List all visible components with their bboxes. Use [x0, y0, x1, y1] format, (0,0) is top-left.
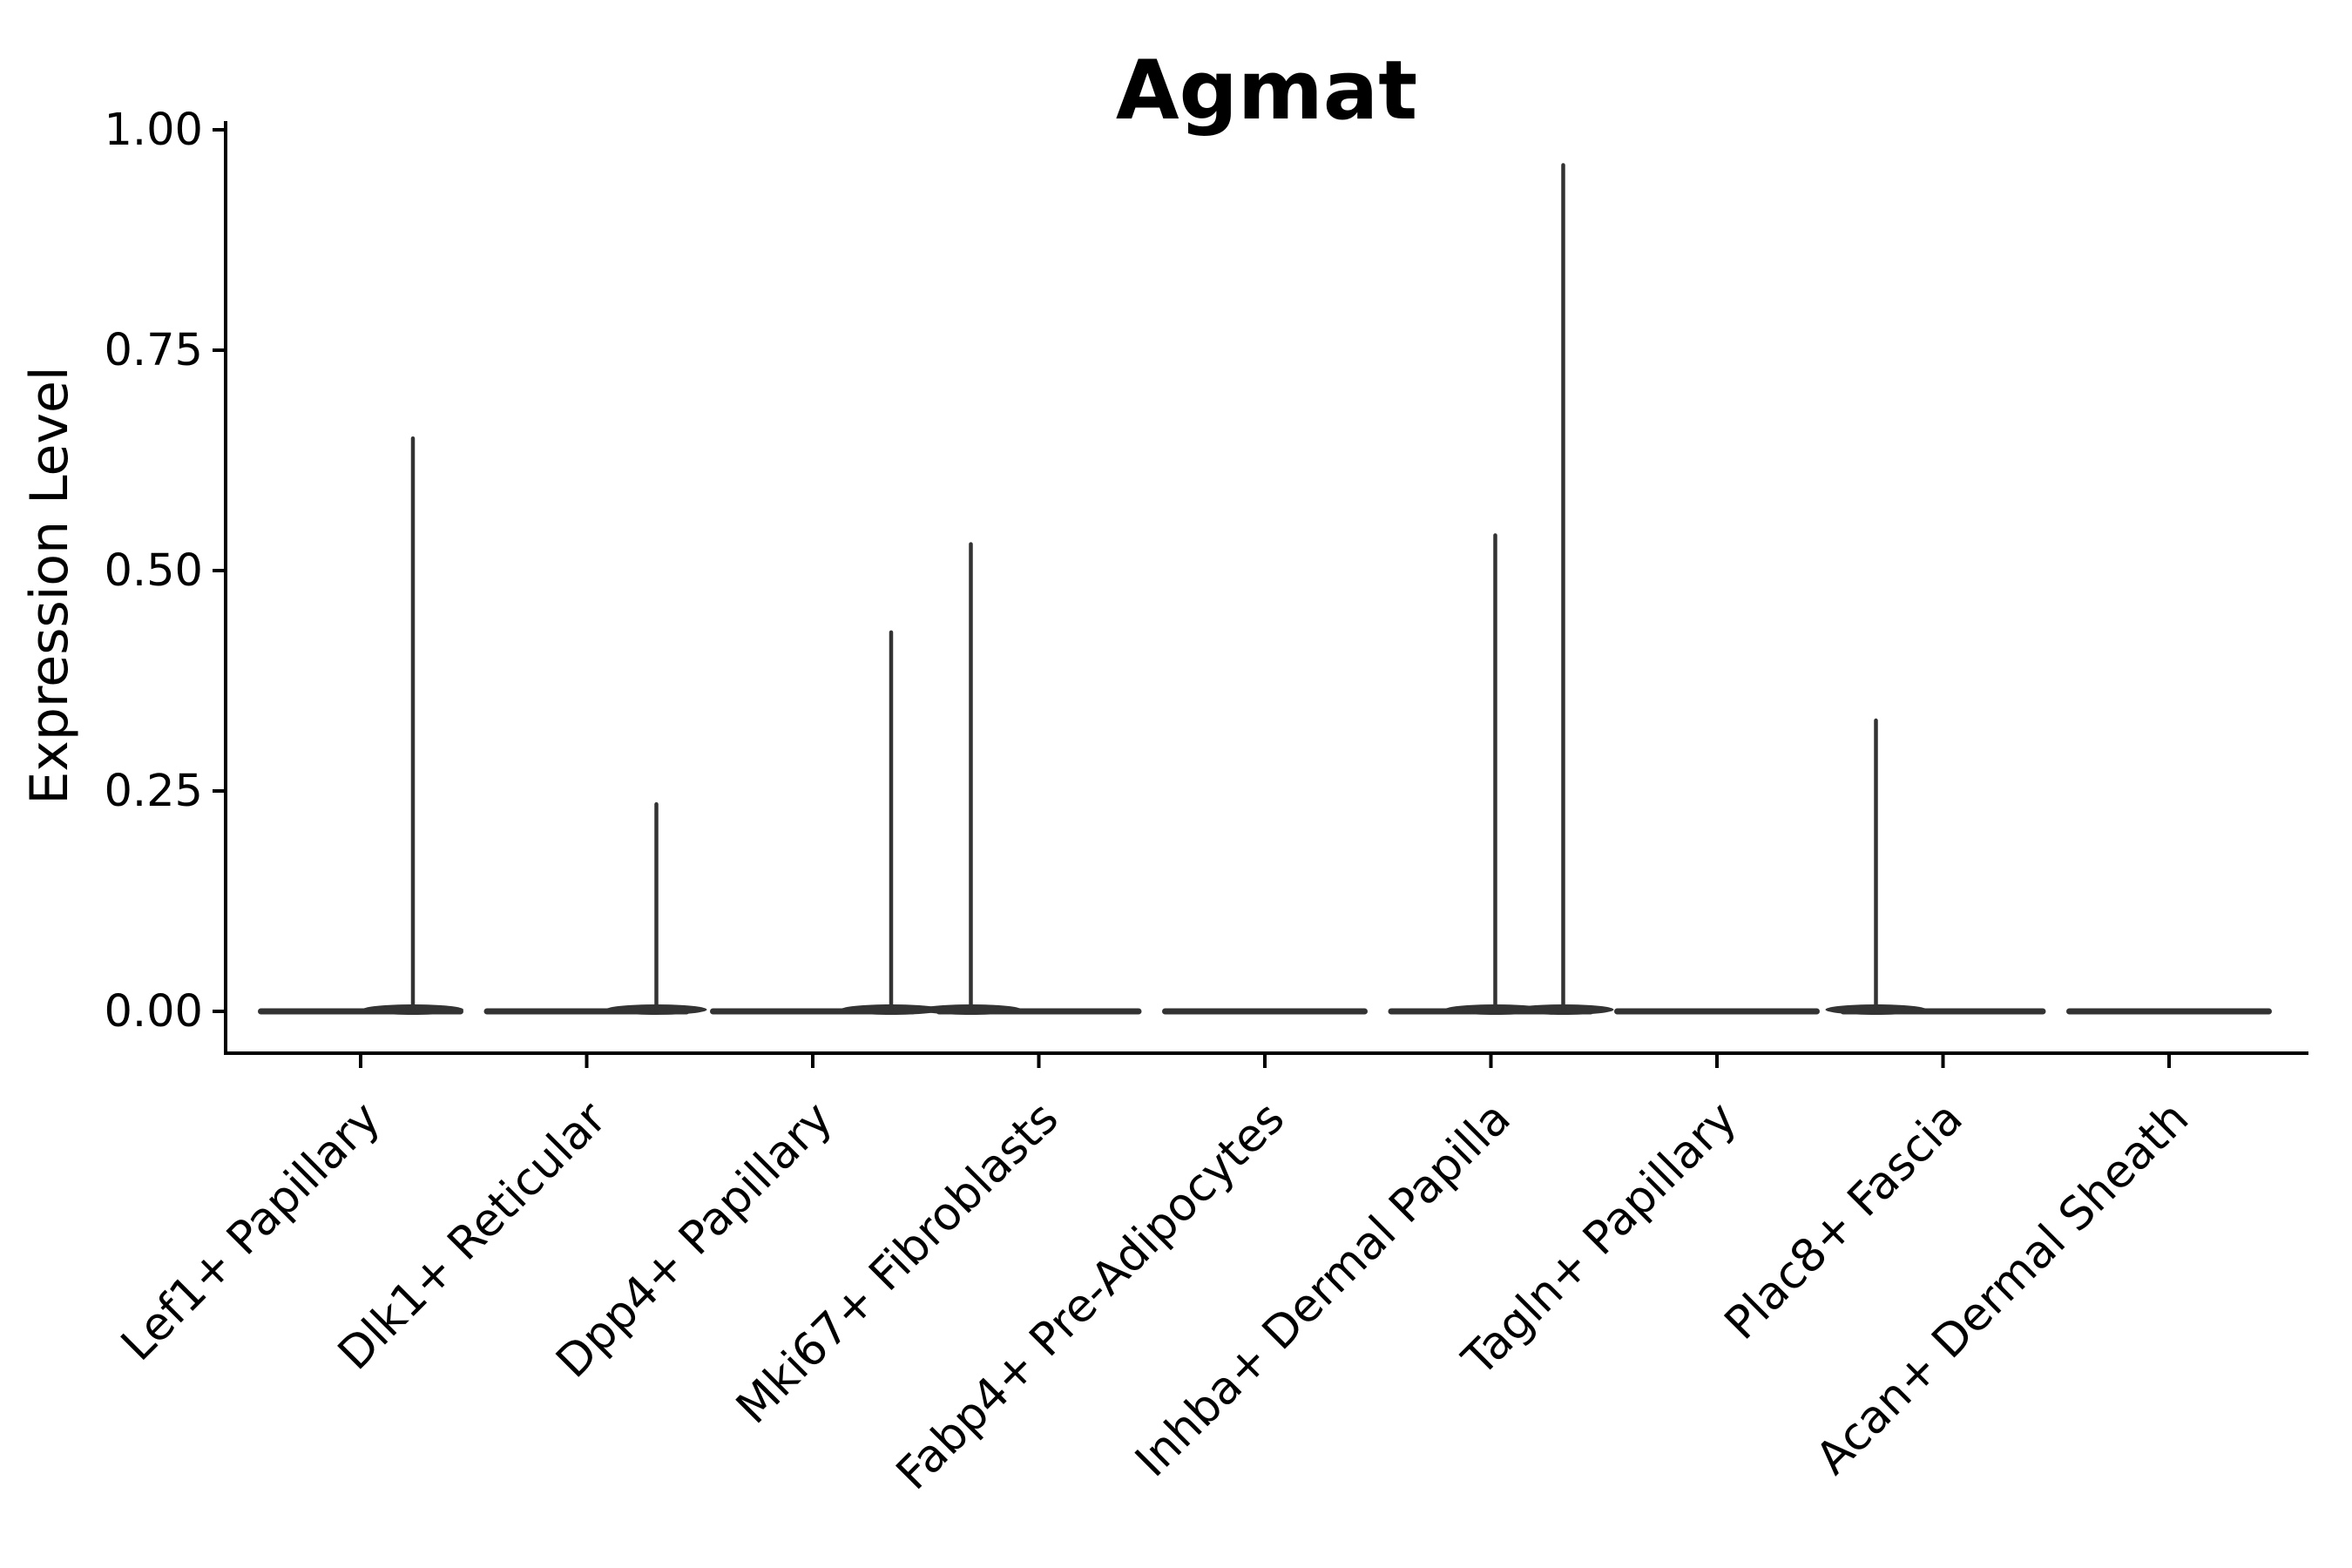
y-tick-label: 0.25: [104, 766, 203, 817]
y-tick-label: 0.75: [104, 325, 203, 376]
x-tick-label: Fabp4+ Pre-Adipocytes: [887, 1092, 1294, 1500]
axes: [213, 121, 2308, 1068]
chart-title: Agmat: [1116, 44, 1417, 139]
x-tick-label: Acan+ Dermal Sheath: [1807, 1092, 2200, 1485]
y-axis-tick-labels: 0.00 0.25 0.50 0.75 1.00: [104, 105, 203, 1037]
x-tick-label: Plac8+ Fascia: [1715, 1092, 1973, 1350]
violin-body: [1162, 1008, 1368, 1015]
y-axis-label: Expression Level: [19, 366, 80, 804]
y-tick-label: 0.00: [104, 986, 203, 1037]
y-tick-label: 0.50: [104, 545, 203, 597]
violin-body: [1614, 1008, 1820, 1015]
x-tick-label: Inhba+ Dermal Papilla: [1125, 1092, 1520, 1487]
y-tick-label: 1.00: [104, 105, 203, 156]
violins: [258, 163, 2272, 1015]
violin-body: [2066, 1008, 2272, 1015]
